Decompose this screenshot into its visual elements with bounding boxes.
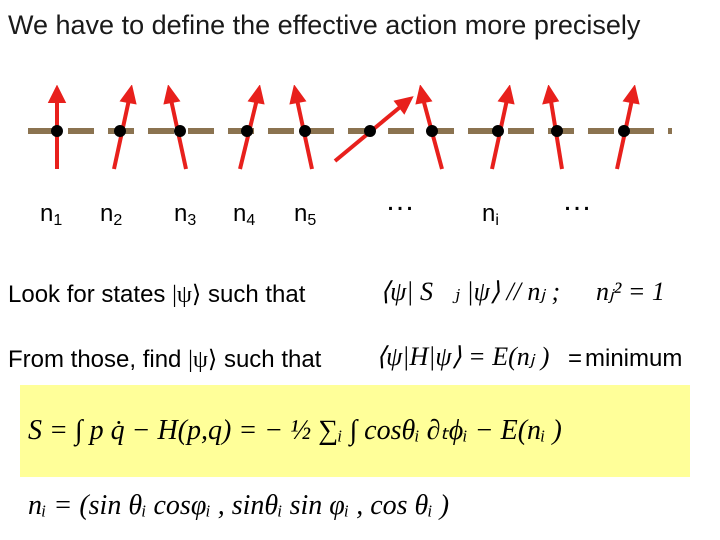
psi-ket-2: |ψ⟩ [188, 347, 218, 373]
spin-arrowhead-8 [497, 85, 515, 105]
site-dot-7 [426, 125, 438, 137]
spin-label-1: n1 [40, 200, 63, 229]
spin-arrowhead-6 [393, 96, 414, 115]
spin-arrowhead-3 [163, 85, 181, 105]
site-dot-5 [299, 125, 311, 137]
spin-label-3: n3 [174, 200, 197, 229]
spin-chain-diagram [28, 85, 672, 170]
look-for-states-line: Look for states |ψ⟩ such that [8, 281, 306, 308]
site-dot-8 [492, 125, 504, 137]
spin-label-4: n4 [233, 200, 256, 229]
spin-arrowhead-7 [415, 85, 433, 105]
spin-arrowhead-10 [622, 85, 640, 105]
effective-action-formula: S = ∫ p q̇ − H(p,q) = − ½ ∑ᵢ ∫ cosθᵢ ∂ₜϕ… [28, 415, 562, 446]
from-those-line: From those, find |ψ⟩ such that [8, 346, 322, 373]
spin-arrowhead-5 [289, 85, 307, 105]
site-dot-3 [174, 125, 186, 137]
equals-sign: = [568, 345, 583, 372]
spin-arrowhead-1 [47, 85, 67, 103]
n-vector-formula: nᵢ = (sin θᵢ cosφᵢ , sinθᵢ sin φᵢ , cos … [28, 490, 450, 521]
slide-title: We have to define the effective action m… [8, 10, 641, 40]
spin-expectation-formula: ⟨ψ| S⃗ⱼ |ψ⟩ // nⱼ ; [380, 277, 561, 306]
ellipsis-1: … [385, 184, 415, 217]
site-dot-1 [51, 125, 63, 137]
site-dot-4 [241, 125, 253, 137]
spin-label-2: n2 [100, 200, 123, 229]
site-dot-2 [114, 125, 126, 137]
site-dot-10 [618, 125, 630, 137]
spin-arrowhead-4 [247, 85, 265, 105]
minimum-word: minimum [585, 345, 683, 372]
psi-ket: |ψ⟩ [172, 282, 202, 308]
spin-label-5: n5 [294, 200, 317, 229]
site-dot-6 [364, 125, 376, 137]
action-highlight-box [20, 385, 690, 477]
spin-arrowhead-2 [119, 85, 137, 105]
energy-formula: ⟨ψ|H|ψ⟩ = E(nⱼ ) [376, 342, 550, 371]
norm-constraint-formula: nⱼ² = 1 [596, 277, 665, 306]
site-dot-9 [551, 125, 563, 137]
spin-arrowhead-9 [542, 85, 560, 105]
spin-label-i: ni [482, 200, 499, 229]
ellipsis-2: … [562, 184, 592, 217]
